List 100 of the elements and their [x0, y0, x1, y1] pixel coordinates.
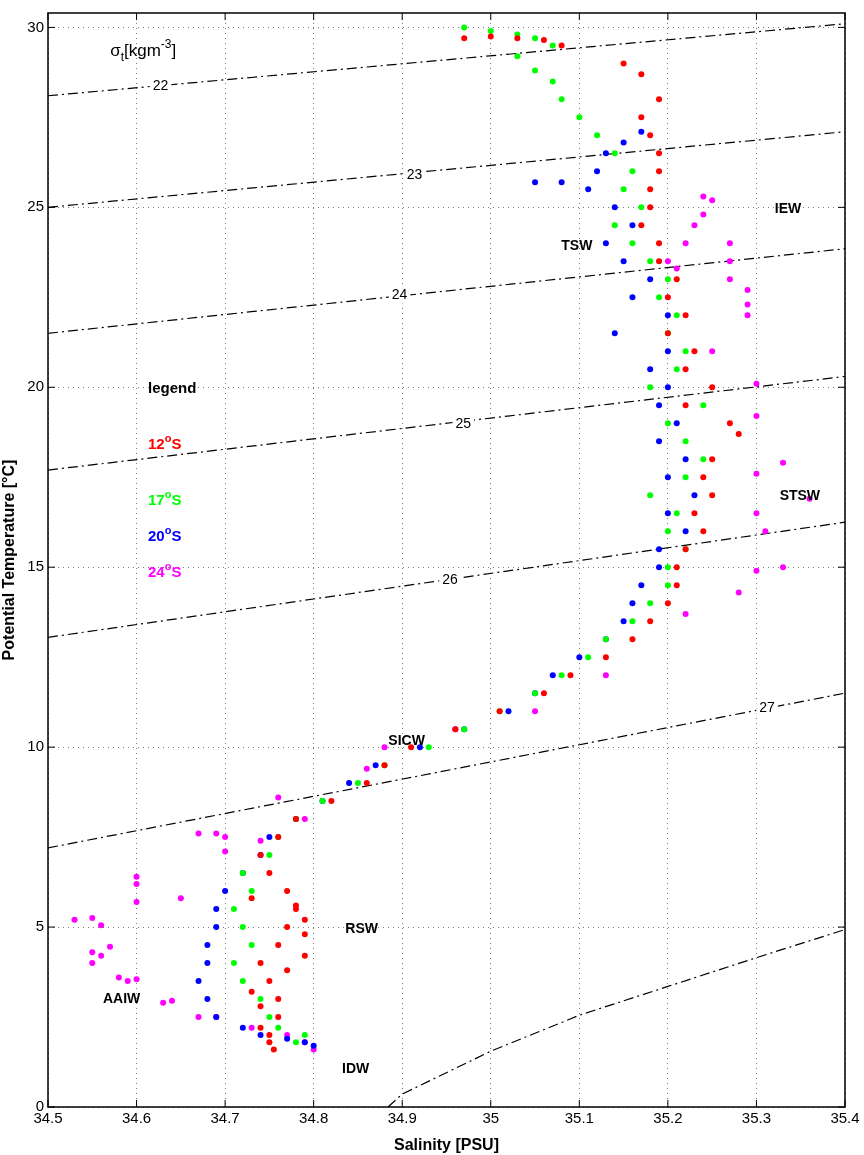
- point: [89, 960, 96, 967]
- point: [195, 1014, 202, 1021]
- annotation: AAIW: [102, 989, 142, 1006]
- point: [638, 128, 645, 135]
- point: [346, 780, 353, 787]
- point: [602, 240, 609, 247]
- point: [89, 949, 96, 956]
- point: [213, 924, 220, 931]
- point: [213, 906, 220, 913]
- point: [611, 330, 618, 337]
- point: [700, 211, 707, 218]
- point: [762, 528, 769, 535]
- point: [691, 222, 698, 229]
- point: [275, 794, 282, 801]
- annotation: IEW: [774, 199, 803, 216]
- point: [594, 168, 601, 175]
- x-tick-label: 35.1: [564, 1109, 594, 1127]
- point: [133, 880, 140, 887]
- point: [204, 960, 211, 967]
- point: [310, 1042, 317, 1049]
- point: [195, 830, 202, 837]
- point: [647, 366, 654, 373]
- point: [133, 898, 140, 905]
- point: [98, 952, 105, 959]
- point: [71, 916, 78, 923]
- annotation: STSW: [779, 487, 821, 504]
- annotation: 22: [152, 76, 169, 93]
- point: [372, 762, 379, 769]
- point: [549, 672, 556, 679]
- y-tick-label: 20: [27, 377, 44, 395]
- point: [682, 240, 689, 247]
- point: [664, 258, 671, 265]
- x-tick-label: 34.6: [121, 1109, 152, 1127]
- point: [682, 610, 689, 617]
- point: [168, 997, 175, 1004]
- x-tick-label: 35.4: [830, 1109, 860, 1127]
- point: [115, 974, 122, 981]
- point: [664, 348, 671, 355]
- point: [709, 348, 716, 355]
- y-tick-label: 10: [27, 737, 44, 755]
- annotation: 26: [442, 570, 459, 587]
- point: [753, 510, 760, 517]
- annotation: 25: [455, 414, 472, 431]
- point: [363, 765, 370, 772]
- point: [222, 834, 229, 841]
- point: [709, 197, 716, 204]
- x-tick-label: 35: [482, 1109, 500, 1127]
- point: [213, 830, 220, 837]
- x-tick-label: 34.7: [210, 1109, 240, 1127]
- y-tick-label: 5: [35, 917, 44, 935]
- point: [664, 474, 671, 481]
- x-tick-label: 34.8: [299, 1109, 329, 1127]
- point: [726, 258, 733, 265]
- point: [532, 179, 539, 186]
- point: [576, 654, 583, 661]
- point: [248, 1024, 255, 1031]
- point: [222, 848, 229, 855]
- annotation: 27: [759, 699, 776, 716]
- point: [301, 816, 308, 823]
- point: [106, 943, 113, 950]
- point: [204, 996, 211, 1003]
- point: [133, 976, 140, 983]
- point: [124, 978, 131, 985]
- point: [266, 834, 273, 841]
- point: [177, 895, 184, 902]
- point: [664, 384, 671, 391]
- point: [160, 999, 167, 1006]
- x-tick-label: 35.2: [653, 1109, 683, 1127]
- point: [664, 510, 671, 517]
- y-tick-label: 25: [27, 197, 44, 215]
- point: [647, 276, 654, 283]
- point: [753, 470, 760, 477]
- point: [585, 186, 592, 193]
- point: [638, 582, 645, 589]
- point: [726, 276, 733, 283]
- point: [664, 312, 671, 319]
- point: [735, 589, 742, 596]
- point: [744, 312, 751, 319]
- x-axis-title: Salinity [PSU]: [394, 1135, 499, 1153]
- point: [89, 915, 96, 922]
- point: [753, 567, 760, 574]
- point: [656, 438, 663, 445]
- point: [682, 528, 689, 535]
- point: [558, 179, 565, 186]
- x-tick-label: 35.3: [741, 1109, 772, 1127]
- point: [753, 413, 760, 420]
- point: [700, 193, 707, 200]
- point: [620, 258, 627, 265]
- y-axis-title: Potential Temperature [°C]: [0, 459, 18, 661]
- point: [780, 459, 787, 466]
- point: [602, 150, 609, 157]
- point: [656, 546, 663, 553]
- point: [204, 942, 211, 949]
- point: [744, 301, 751, 308]
- annotation: 23: [406, 165, 423, 182]
- point: [239, 1024, 246, 1031]
- y-tick-label: 15: [27, 557, 44, 575]
- point: [257, 837, 264, 844]
- point: [656, 402, 663, 409]
- point: [257, 1032, 264, 1039]
